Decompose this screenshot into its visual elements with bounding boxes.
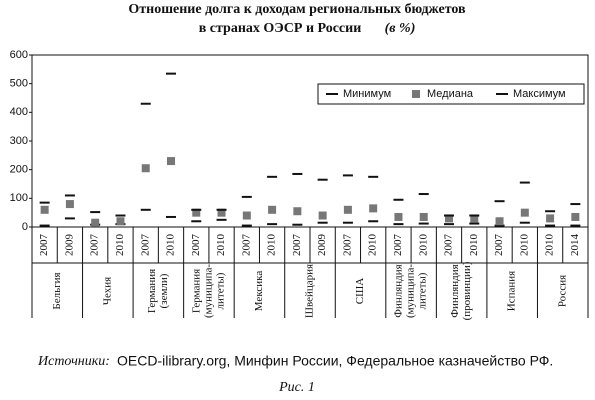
group-label: (муниципа-	[405, 264, 417, 318]
x-tick-label: 2007	[443, 234, 455, 257]
median-marker	[242, 211, 251, 220]
x-tick-label: 2007	[493, 234, 505, 257]
group-label: Германия	[190, 269, 202, 313]
x-tick-label: 2007	[291, 234, 303, 257]
x-tick-label: 2007	[139, 234, 151, 257]
median-marker	[167, 157, 175, 166]
median-marker	[419, 212, 428, 221]
y-tick-label: 200	[10, 164, 28, 176]
source-text: OECD-ilibrary.org, Минфин России, Федера…	[117, 353, 553, 369]
legend-label: Медиана	[427, 88, 474, 100]
x-tick-label: 2010	[367, 234, 379, 257]
group-label: Финляндия	[393, 264, 405, 317]
median-marker	[546, 214, 555, 223]
median-marker	[318, 211, 327, 220]
median-marker	[141, 164, 150, 173]
median-marker	[116, 217, 125, 226]
median-marker	[495, 217, 504, 226]
y-tick-label: 300	[10, 135, 28, 147]
x-tick-label: 2010	[114, 234, 126, 257]
x-tick-label: 2010	[518, 234, 530, 257]
median-marker	[40, 205, 49, 214]
median-marker	[91, 218, 100, 227]
median-marker	[343, 205, 352, 214]
x-tick-label: 2009	[63, 234, 75, 257]
group-label: Швейцария	[304, 264, 316, 318]
source-label: Источники:	[37, 354, 110, 369]
group-label: литеты)	[214, 272, 226, 309]
group-label: (провинции)	[461, 261, 473, 320]
x-tick-label: 2010	[468, 234, 480, 257]
y-tick-label: 600	[10, 49, 28, 61]
x-tick-label: 2010	[215, 234, 227, 257]
median-marker	[369, 204, 378, 213]
x-tick-label: 2007	[190, 234, 202, 257]
chart-title: Отношение долга к доходам региональных б…	[128, 2, 466, 17]
x-tick-label: 2010	[165, 234, 177, 257]
median-marker	[520, 208, 529, 217]
x-tick-label: 2009	[316, 234, 328, 257]
plot-frame	[31, 54, 589, 228]
group-label: Бельгия	[51, 272, 63, 309]
y-tick-label: 500	[10, 78, 28, 90]
x-tick-label: 2007	[38, 234, 50, 257]
x-tick-label: 2007	[341, 234, 353, 257]
median-marker	[65, 200, 74, 209]
median-marker	[192, 208, 201, 217]
y-tick-label: 100	[10, 192, 28, 204]
group-label: США	[354, 278, 366, 304]
group-label: Мексика	[253, 271, 265, 312]
median-marker	[394, 212, 403, 221]
x-tick-label: 2010	[417, 234, 429, 257]
y-tick-label: 0	[22, 221, 28, 233]
group-label: Финляндия	[449, 264, 461, 317]
legend-swatch	[412, 90, 420, 98]
legend-box	[317, 83, 585, 105]
x-tick-label: 2007	[240, 234, 252, 257]
median-marker	[571, 212, 580, 221]
caption: Рис. 1	[278, 380, 315, 395]
legend-label: Максимум	[513, 88, 566, 100]
group-label: (муниципа-	[202, 264, 214, 318]
group-label: Германия	[146, 269, 158, 313]
group-label: литеты)	[417, 272, 429, 309]
x-tick-label: 2014	[569, 234, 581, 257]
median-marker	[445, 214, 453, 223]
group-label: (земли)	[158, 273, 170, 308]
group-label: Чехия	[101, 277, 113, 305]
median-marker	[293, 207, 302, 216]
median-marker	[470, 214, 479, 223]
group-label: Испания	[506, 271, 518, 311]
x-tick-label: 2007	[89, 234, 101, 257]
chart-title: (в %)	[385, 21, 416, 36]
median-marker	[217, 208, 226, 217]
chart-title: в странах ОЭСР и России	[199, 21, 362, 36]
x-tick-label: 2010	[544, 234, 556, 257]
legend-label: Минимум	[343, 88, 391, 100]
x-tick-label: 2007	[392, 234, 404, 257]
median-marker	[268, 205, 277, 214]
group-label: Россия	[556, 275, 568, 307]
x-tick-label: 2010	[266, 234, 278, 257]
y-tick-label: 400	[10, 106, 28, 118]
